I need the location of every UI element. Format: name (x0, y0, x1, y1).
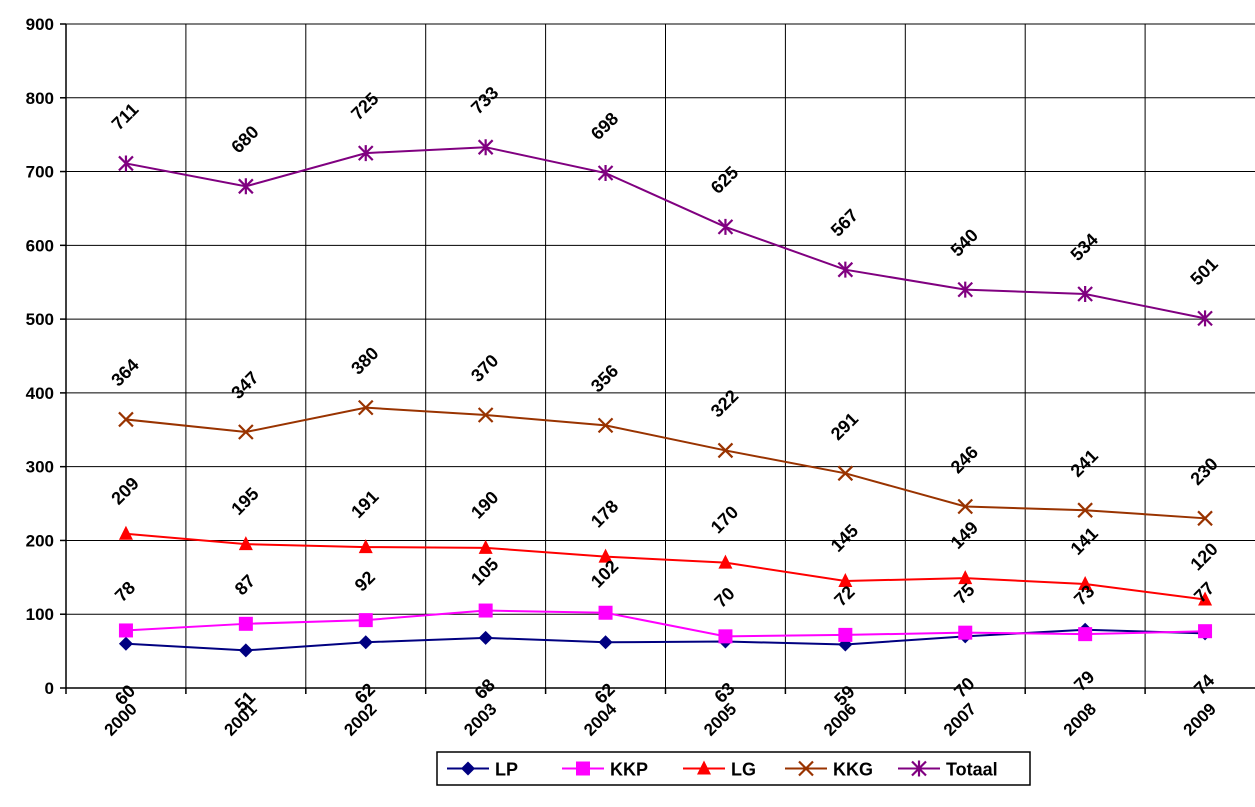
marker-lg (478, 539, 493, 554)
marker-kkp (1198, 624, 1213, 639)
marker-kkp (1078, 627, 1093, 642)
legend-marker-kkg (798, 760, 814, 777)
y-tick-label: 100 (26, 605, 54, 624)
marker-totaal (238, 178, 254, 195)
legend-label-totaal: Totaal (946, 760, 998, 780)
y-tick-label: 600 (26, 236, 54, 255)
marker-lg (1078, 575, 1093, 590)
marker-totaal (1077, 286, 1093, 303)
y-tick-label: 300 (26, 458, 54, 477)
legend-marker-lg (697, 760, 711, 775)
series-group (118, 139, 1213, 658)
marker-lg (118, 525, 133, 540)
marker-totaal (477, 139, 494, 156)
series-line-totaal (125, 146, 1206, 320)
y-tick-label: 900 (26, 15, 54, 34)
marker-lp (478, 630, 493, 645)
marker-kkp (118, 623, 133, 638)
series-line-lg (125, 532, 1206, 601)
marker-totaal (957, 281, 974, 298)
marker-totaal (357, 145, 374, 162)
legend-marker-lp (461, 761, 475, 776)
marker-lg (958, 570, 973, 585)
marker-kkp (238, 616, 253, 631)
gridlines (66, 23, 1255, 688)
marker-lg (358, 539, 373, 554)
marker-lp (358, 635, 373, 650)
marker-totaal (597, 165, 614, 182)
marker-kkg (1077, 502, 1093, 518)
marker-lp (238, 643, 253, 658)
marker-kkg (118, 411, 134, 428)
y-tick-label: 500 (26, 310, 54, 329)
legend-label-lg: LG (731, 760, 756, 780)
marker-lg (238, 536, 253, 551)
marker-lg (718, 554, 733, 569)
marker-lg (1198, 591, 1213, 606)
marker-kkp (598, 605, 613, 620)
marker-kkp (358, 613, 373, 628)
y-tick-label: 400 (26, 384, 54, 403)
marker-kkg (837, 465, 854, 482)
marker-kkg (957, 498, 974, 515)
marker-lg (598, 548, 613, 563)
marker-totaal (118, 155, 134, 172)
legend-label-kkg: KKG (833, 760, 873, 780)
series-line-kkp (125, 609, 1206, 638)
marker-lp (118, 636, 133, 651)
marker-lp (598, 635, 613, 650)
marker-totaal (1197, 310, 1213, 327)
marker-kkg (597, 417, 614, 434)
legend-marker-totaal (911, 760, 927, 777)
y-tick-label: 200 (26, 531, 54, 550)
marker-kkg (357, 399, 374, 416)
marker-totaal (717, 218, 734, 235)
marker-kkg (238, 424, 254, 440)
marker-kkg (717, 442, 734, 459)
marker-kkp (718, 629, 733, 644)
marker-kkp (958, 625, 973, 640)
y-tick-label: 0 (45, 679, 54, 698)
y-tick-label: 700 (26, 163, 54, 182)
legend-marker-kkp (576, 761, 590, 776)
marker-kkg (477, 407, 494, 423)
marker-kkg (1197, 510, 1213, 527)
legend-label-lp: LP (495, 760, 518, 780)
marker-totaal (837, 261, 854, 278)
series-line-kkg (125, 406, 1206, 520)
marker-kkp (838, 627, 853, 642)
legend: LP KKP LG KKG Totaal (436, 751, 1031, 786)
marker-kkp (478, 603, 493, 618)
legend-label-kkp: KKP (610, 760, 648, 780)
marker-lg (838, 573, 853, 588)
y-tick-label: 800 (26, 89, 54, 108)
